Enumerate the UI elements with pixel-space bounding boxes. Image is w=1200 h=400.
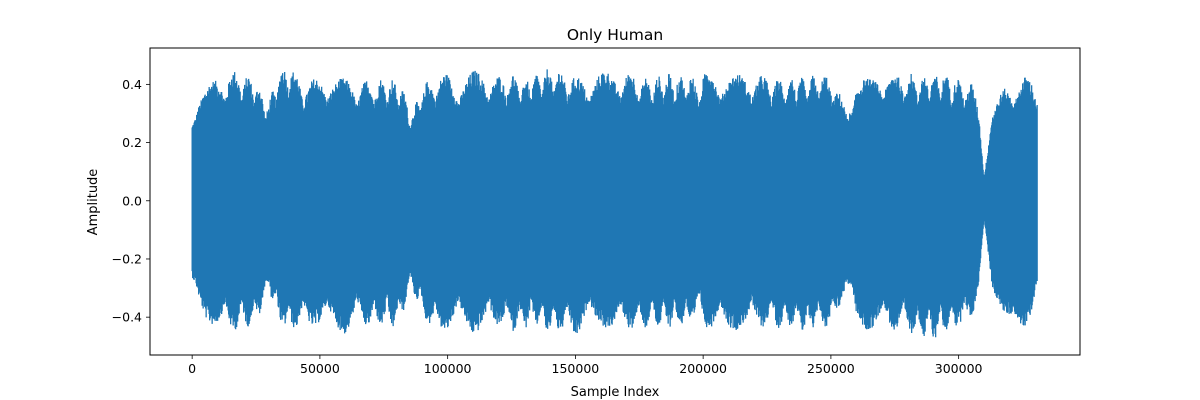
y-tick-label: −0.2 (112, 251, 142, 266)
x-tick-label: 100000 (424, 361, 472, 376)
x-tick-label: 300000 (935, 361, 983, 376)
waveform-series-line (191, 69, 1038, 338)
y-tick-label: −0.4 (112, 310, 142, 325)
x-tick-label: 50000 (300, 361, 340, 376)
y-tick-label: 0.2 (122, 135, 142, 150)
chart-title: Only Human (567, 26, 663, 44)
x-axis-ticks: 0 50000 100000 150000 200000 250000 300000 (188, 355, 983, 376)
y-axis-label: Amplitude (86, 169, 101, 236)
y-tick-label: 0.0 (122, 193, 142, 208)
x-axis-label: Sample Index (571, 385, 660, 400)
plot-frame (149, 47, 1081, 356)
x-tick-label: 250000 (807, 361, 855, 376)
x-tick-label: 0 (188, 361, 196, 376)
x-tick-label: 150000 (552, 361, 600, 376)
series-layer (191, 69, 1038, 338)
y-tick-label: 0.4 (122, 77, 142, 92)
x-tick-label: 200000 (679, 361, 727, 376)
y-axis-ticks: −0.4 −0.2 0.0 0.2 0.4 (112, 77, 150, 325)
